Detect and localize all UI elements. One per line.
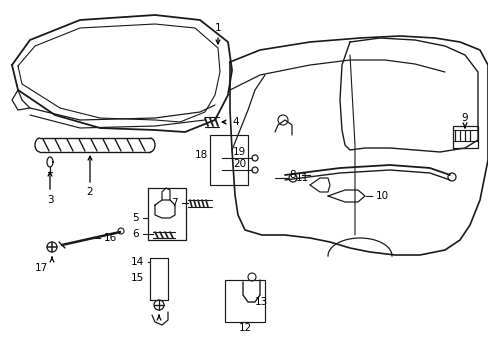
Text: 18: 18 [194,150,207,160]
Bar [148,188,185,240]
Bar [209,135,247,185]
Text: 11: 11 [295,173,308,183]
Text: 2: 2 [86,187,93,197]
Text: 8: 8 [289,170,295,180]
Bar [224,280,264,322]
Bar [452,126,477,148]
Text: 6: 6 [132,229,139,239]
Text: 9: 9 [461,113,468,123]
Text: 10: 10 [375,191,388,201]
Text: 3: 3 [46,195,53,205]
Text: 17: 17 [35,263,48,273]
Text: 7: 7 [171,198,178,208]
Text: 14: 14 [130,257,143,267]
Text: 15: 15 [130,273,143,283]
Text: 5: 5 [132,213,139,223]
Text: 4: 4 [231,117,238,127]
Text: 13: 13 [254,297,268,307]
Text: 12: 12 [238,323,251,333]
Text: 20: 20 [232,159,245,169]
Text: 19: 19 [232,147,246,157]
Text: 1: 1 [214,23,221,33]
Text: 16: 16 [104,233,117,243]
